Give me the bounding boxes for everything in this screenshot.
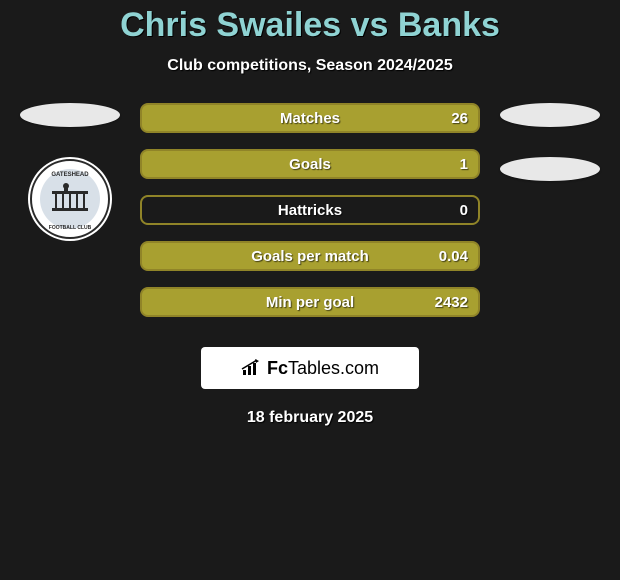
header: Chris Swailes vs Banks Club competitions… bbox=[0, 0, 620, 75]
date-text: 18 february 2025 bbox=[0, 409, 620, 427]
stat-value: 0.04 bbox=[439, 248, 468, 265]
stat-label: Matches bbox=[280, 110, 340, 127]
club-logo-placeholder bbox=[500, 157, 600, 181]
left-player-column: GATESHEAD FOOTBALL CLUB bbox=[10, 103, 130, 241]
stat-row: Hattricks 0 bbox=[140, 195, 480, 225]
club-logo-gateshead: GATESHEAD FOOTBALL CLUB bbox=[28, 157, 112, 241]
brand-suffix: Tables.com bbox=[288, 358, 379, 378]
brand-prefix: Fc bbox=[267, 358, 288, 378]
svg-text:FOOTBALL CLUB: FOOTBALL CLUB bbox=[49, 225, 92, 231]
page-subtitle: Club competitions, Season 2024/2025 bbox=[0, 57, 620, 75]
brand-box[interactable]: FcTables.com bbox=[201, 347, 419, 389]
player-silhouette-placeholder bbox=[20, 103, 120, 127]
stat-row: Goals per match 0.04 bbox=[140, 241, 480, 271]
stat-row: Matches 26 bbox=[140, 103, 480, 133]
page-title: Chris Swailes vs Banks bbox=[0, 6, 620, 45]
stat-row: Goals 1 bbox=[140, 149, 480, 179]
fctables-logo: FcTables.com bbox=[241, 358, 379, 379]
stat-value: 1 bbox=[460, 156, 468, 173]
svg-text:GATESHEAD: GATESHEAD bbox=[51, 172, 89, 178]
stat-label: Min per goal bbox=[266, 294, 354, 311]
stat-row: Min per goal 2432 bbox=[140, 287, 480, 317]
chart-icon bbox=[241, 359, 263, 377]
player-silhouette-placeholder bbox=[500, 103, 600, 127]
stats-list: Matches 26 Goals 1 Hattricks 0 Goals per match… bbox=[140, 95, 480, 317]
stat-value: 0 bbox=[460, 202, 468, 219]
stat-value: 2432 bbox=[435, 294, 468, 311]
content-area: GATESHEAD FOOTBALL CLUB Matches 26 Goals 1 H… bbox=[0, 95, 620, 317]
stat-label: Goals bbox=[289, 156, 331, 173]
stat-label: Hattricks bbox=[278, 202, 342, 219]
stat-value: 26 bbox=[451, 110, 468, 127]
right-player-column bbox=[490, 103, 610, 211]
stat-label: Goals per match bbox=[251, 248, 369, 265]
